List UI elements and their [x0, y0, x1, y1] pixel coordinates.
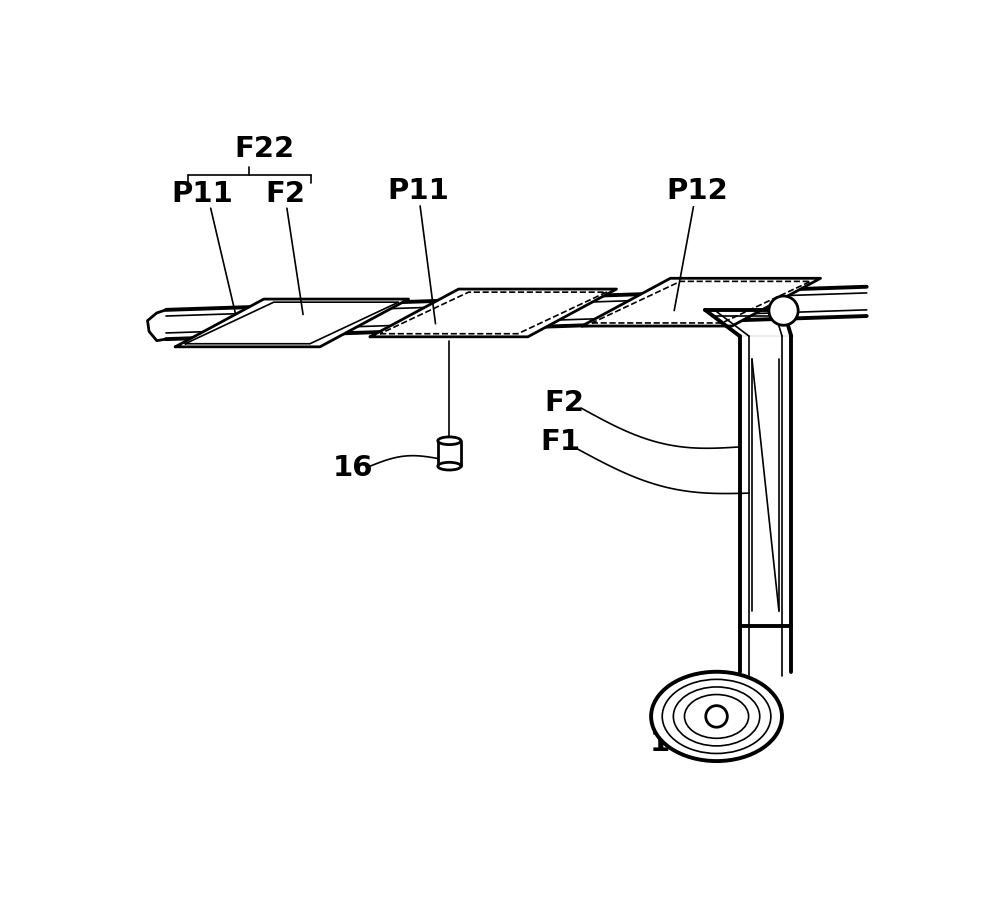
Polygon shape	[175, 299, 409, 347]
Text: F22: F22	[234, 135, 295, 163]
Text: F2: F2	[544, 389, 584, 417]
Text: 15d: 15d	[650, 729, 711, 757]
Text: F2: F2	[265, 180, 305, 208]
Text: P12: P12	[666, 177, 728, 205]
Polygon shape	[370, 289, 616, 337]
Circle shape	[769, 296, 798, 325]
Ellipse shape	[438, 462, 461, 470]
Text: 16: 16	[333, 454, 373, 482]
Circle shape	[706, 705, 727, 727]
Text: P11: P11	[388, 177, 449, 205]
Polygon shape	[582, 278, 820, 326]
Ellipse shape	[438, 437, 461, 444]
Ellipse shape	[651, 672, 782, 761]
Text: F1: F1	[540, 428, 580, 456]
Polygon shape	[740, 336, 791, 626]
Text: P11: P11	[171, 180, 233, 208]
